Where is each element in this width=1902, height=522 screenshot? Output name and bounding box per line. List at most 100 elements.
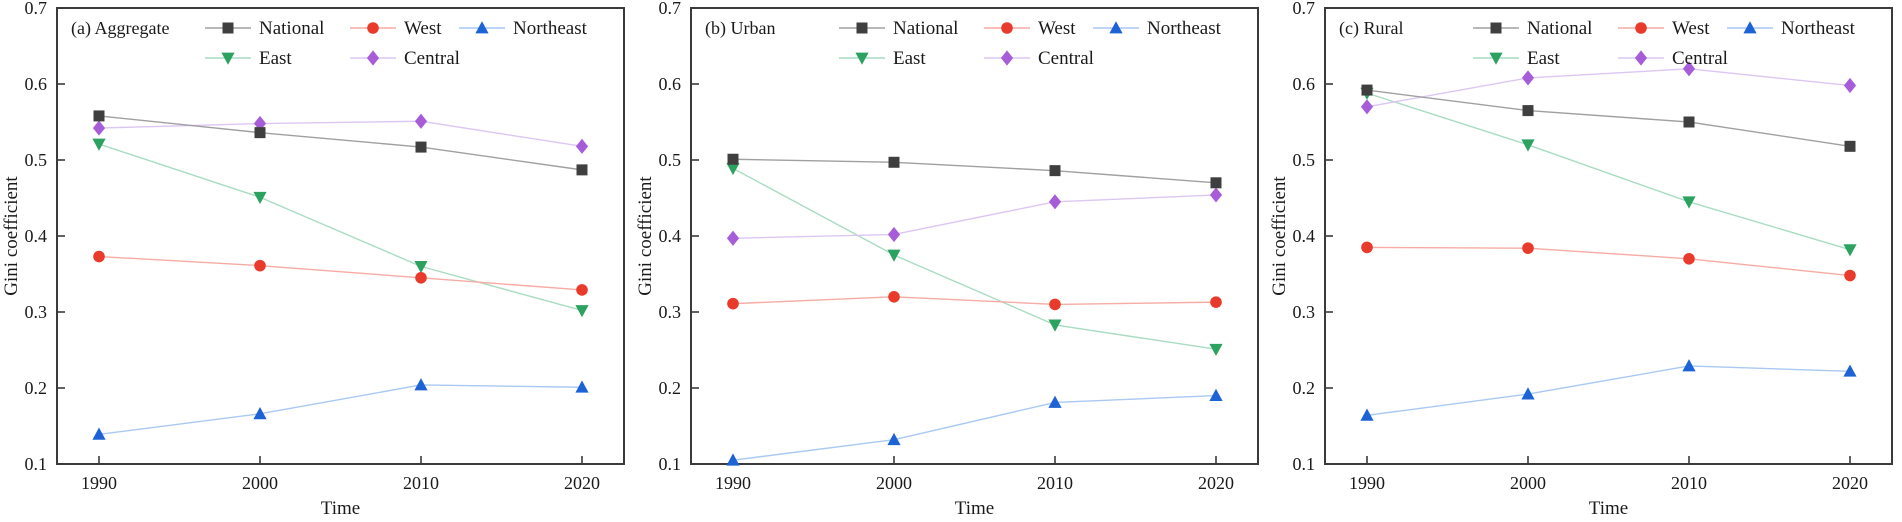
legend-label: West	[404, 18, 442, 39]
series-marker-national-square-icon	[254, 127, 266, 139]
series-marker-northeast-triangle-up-icon	[92, 427, 106, 440]
y-tick-label: 0.5	[25, 150, 48, 170]
series-marker-west-circle-icon	[93, 250, 105, 263]
series-marker-west-circle-icon	[254, 259, 266, 272]
panel-label: (b) Urban	[705, 18, 775, 39]
series-line-west	[98, 255, 583, 291]
plot-frame	[56, 7, 625, 465]
y-tick-label: 0.5	[1293, 150, 1316, 170]
x-tick-label: 2010	[403, 473, 439, 493]
series-marker-east-triangle-down-icon	[575, 305, 589, 318]
series-marker-east-triangle-down-icon	[1682, 196, 1696, 209]
panel-label: (c) Rural	[1339, 18, 1403, 39]
series-marker-west-circle-icon	[1210, 296, 1222, 308]
y-tick-label: 0.3	[1293, 302, 1316, 322]
y-tick-label: 0.7	[659, 0, 682, 18]
chart-panel-aggregate: 0.1 0.2 0.3 0.4 0.5 0.6 0.7 1990 2000 2010 2020 Gin…	[0, 0, 634, 522]
series-marker-northeast-triangle-up-icon	[253, 407, 267, 420]
legend-item-central: Central	[984, 48, 1094, 69]
series-marker-east-triangle-down-icon	[1209, 343, 1223, 357]
legend-item-northeast: Northeast	[1727, 18, 1856, 39]
legend-label: Central	[1038, 48, 1094, 69]
y-tick-label: 0.3	[25, 302, 48, 322]
legend-marker-triangle-up-icon	[1109, 21, 1123, 34]
legend-item-northeast: Northeast	[1093, 18, 1222, 39]
series-line-national	[732, 158, 1217, 184]
series-line-northeast	[732, 394, 1217, 461]
y-axis-title: Gini coefficient	[635, 176, 656, 296]
legend-marker-square-icon	[1490, 22, 1502, 34]
x-tick-label: 2000	[242, 473, 278, 493]
series-line-central	[1366, 68, 1851, 108]
series-marker-northeast-triangle-up-icon	[575, 380, 589, 393]
legend-marker-circle-icon	[1001, 22, 1013, 34]
series-line-northeast	[98, 384, 583, 436]
chart-svg-rural: 0.1 0.2 0.3 0.4 0.5 0.6 0.7 1990 2000 2010 2020 Gin…	[1269, 0, 1893, 519]
legend-item-east: East	[839, 48, 926, 69]
legend-label: Central	[404, 48, 460, 69]
y-tick-label: 0.3	[659, 302, 682, 322]
series-marker-northeast-triangle-up-icon	[414, 378, 428, 391]
x-axis-title: Time	[1589, 498, 1628, 519]
series-line-west	[1366, 246, 1851, 277]
series-line-central	[98, 120, 583, 148]
series-line-central	[732, 194, 1217, 239]
series-marker-national-square-icon	[1522, 105, 1534, 117]
legend-marker-circle-icon	[367, 22, 379, 34]
legend-label: National	[893, 18, 958, 39]
series-marker-northeast-triangle-up-icon	[1209, 388, 1223, 401]
series-marker-national-square-icon	[93, 110, 105, 122]
series-marker-national-square-icon	[576, 164, 588, 176]
y-tick-label: 0.1	[25, 454, 48, 474]
legend-marker-triangle-down-icon	[1489, 52, 1503, 65]
legend-label: West	[1038, 18, 1076, 39]
series-marker-west-circle-icon	[1844, 269, 1856, 282]
legend-item-west: West	[1618, 18, 1710, 39]
legend-marker-square-icon	[856, 22, 868, 34]
x-tick-label: 2010	[1671, 473, 1707, 493]
y-tick-label: 0.6	[25, 74, 48, 94]
series-line-east	[732, 167, 1217, 350]
legend-label: West	[1672, 18, 1710, 39]
series-marker-northeast-triangle-up-icon	[726, 453, 740, 466]
legend-marker-triangle-down-icon	[221, 52, 235, 65]
series-marker-northeast-triangle-up-icon	[1682, 359, 1696, 372]
series-line-east	[98, 143, 583, 312]
series-marker-west-circle-icon	[1049, 298, 1061, 311]
series-marker-east-triangle-down-icon	[414, 261, 428, 274]
series-line-national	[1366, 89, 1851, 148]
y-tick-label: 0.1	[659, 454, 682, 474]
series-marker-west-circle-icon	[888, 291, 900, 303]
series-marker-west-circle-icon	[1683, 252, 1695, 265]
series-marker-central-diamond-icon	[92, 120, 106, 136]
plot-frame	[690, 7, 1259, 465]
chart-svg-aggregate: 0.1 0.2 0.3 0.4 0.5 0.6 0.7 1990 2000 2010 2020 Gin…	[1, 0, 625, 519]
series-marker-west-circle-icon	[1522, 242, 1534, 254]
series-marker-west-circle-icon	[415, 272, 427, 284]
series-marker-east-triangle-down-icon	[726, 162, 740, 176]
legend-label: National	[259, 18, 324, 39]
legend-label: East	[1527, 48, 1560, 69]
y-tick-label: 0.6	[659, 74, 682, 94]
legend-label: Northeast	[513, 18, 588, 39]
y-tick-label: 0.2	[25, 378, 48, 398]
series-marker-central-diamond-icon	[887, 226, 901, 243]
series-marker-west-circle-icon	[727, 297, 739, 310]
legend-marker-triangle-up-icon	[1743, 21, 1757, 34]
legend-marker-circle-icon	[1635, 22, 1647, 34]
y-tick-label: 0.4	[25, 226, 48, 246]
y-tick-label: 0.7	[25, 0, 48, 18]
series-marker-west-circle-icon	[1361, 241, 1373, 254]
series-marker-northeast-triangle-up-icon	[887, 432, 901, 446]
series-marker-northeast-triangle-up-icon	[1843, 364, 1857, 377]
legend-label: East	[259, 48, 292, 69]
series-marker-national-square-icon	[1683, 116, 1695, 128]
series-marker-east-triangle-down-icon	[1843, 244, 1857, 257]
series-marker-northeast-triangle-up-icon	[1521, 387, 1535, 400]
series-marker-east-triangle-down-icon	[253, 191, 267, 205]
x-tick-label: 2020	[1198, 473, 1234, 493]
series-marker-east-triangle-down-icon	[887, 249, 901, 262]
y-axis-title: Gini coefficient	[1, 176, 22, 296]
series-marker-national-square-icon	[1049, 165, 1061, 177]
